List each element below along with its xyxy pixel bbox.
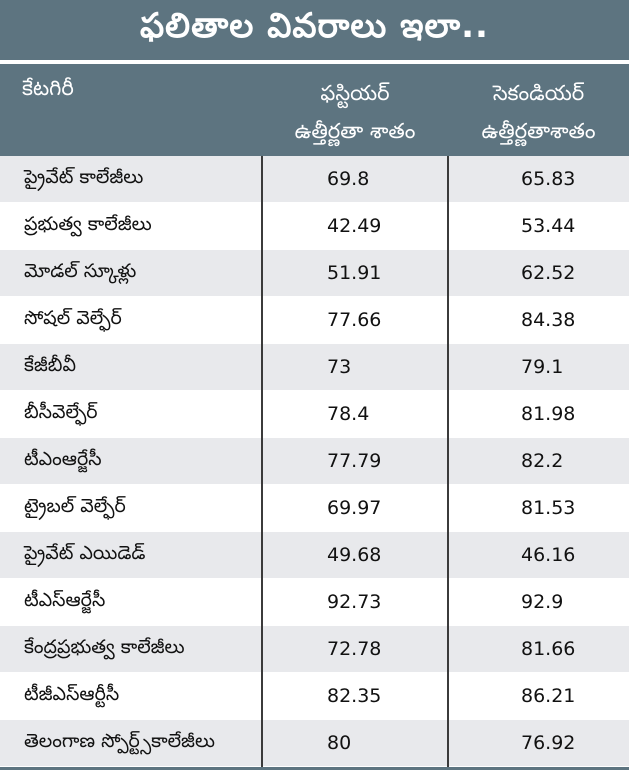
- header-first-year-line2: ఉత్తీర్ణతా శాతం: [294, 119, 416, 143]
- second-year-cell: 79.1: [448, 343, 629, 391]
- category-cell: తెలంగాణ స్పోర్ట్స్‌కాలేజీలు: [0, 719, 263, 767]
- first-year-cell: 77.66: [262, 296, 449, 344]
- header-category: కేటగిరీ: [22, 76, 74, 100]
- header-second-year: సెకండియర్ ఉత్తీర్ణతాశాతం: [448, 64, 629, 156]
- category-cell: బీసీవెల్ఫేర్: [0, 390, 263, 438]
- table-row: ట్రైబల్ వెల్ఫేర్ 69.97 81.53: [0, 484, 629, 532]
- category-cell: సోషల్ వెల్ఫేర్: [0, 296, 263, 344]
- second-year-cell: 86.21: [448, 672, 629, 720]
- first-year-cell: 78.4: [262, 390, 449, 438]
- category-cell: టీఎస్ఆర్జేసీ: [0, 578, 263, 626]
- table-row: ప్రైవేట్ ఎయిడెడ్ 49.68 46.16: [0, 531, 629, 579]
- category-cell: ప్రైవేట్ ఎయిడెడ్: [0, 531, 263, 579]
- category-cell: ప్రైవేట్ కాలేజీలు: [0, 156, 263, 203]
- first-year-cell: 72.78: [262, 625, 449, 673]
- table-row: టీఎంఆర్జేసీ 77.79 82.2: [0, 437, 629, 485]
- second-year-cell: 76.92: [448, 719, 629, 767]
- second-year-cell: 81.98: [448, 390, 629, 438]
- second-year-cell: 62.52: [448, 249, 629, 297]
- category-cell: టీజీఎస్ఆర్టీసీ: [0, 672, 263, 720]
- second-year-cell: 81.53: [448, 484, 629, 532]
- first-year-cell: 69.8: [262, 156, 449, 203]
- category-cell: కేంద్రప్రభుత్వ కాలేజీలు: [0, 625, 263, 673]
- first-year-cell: 80: [262, 719, 449, 767]
- first-year-cell: 69.97: [262, 484, 449, 532]
- second-year-cell: 84.38: [448, 296, 629, 344]
- second-year-cell: 92.9: [448, 578, 629, 626]
- table-row: ప్రభుత్వ కాలేజీలు 42.49 53.44: [0, 202, 629, 250]
- category-cell: కేజీబీవీ: [0, 343, 263, 391]
- second-year-cell: 46.16: [448, 531, 629, 579]
- second-year-cell: 82.2: [448, 437, 629, 485]
- second-year-cell: 65.83: [448, 156, 629, 203]
- header-first-year: ఫస్టియర్ ఉత్తీర్ణతా శాతం: [262, 64, 448, 156]
- header-first-year-line1: ఫస్టియర్: [320, 81, 390, 105]
- first-year-cell: 77.79: [262, 437, 449, 485]
- table-row: కేజీబీవీ 73 79.1: [0, 343, 629, 391]
- table-row: టీఎస్ఆర్జేసీ 92.73 92.9: [0, 578, 629, 626]
- second-year-cell: 81.66: [448, 625, 629, 673]
- table-row: ప్రైవేట్ కాలేజీలు 69.8 65.83: [0, 156, 629, 203]
- second-year-cell: 53.44: [448, 202, 629, 250]
- table-row: తెలంగాణ స్పోర్ట్స్‌కాలేజీలు 80 76.92: [0, 719, 629, 767]
- first-year-cell: 42.49: [262, 202, 449, 250]
- first-year-cell: 92.73: [262, 578, 449, 626]
- table-row: కేంద్రప్రభుత్వ కాలేజీలు 72.78 81.66: [0, 625, 629, 673]
- table-row: టీజీఎస్ఆర్టీసీ 82.35 86.21: [0, 672, 629, 720]
- table-header: కేటగిరీ ఫస్టియర్ ఉత్తీర్ణతా శాతం సెకండియ…: [0, 64, 629, 156]
- category-cell: ట్రైబల్ వెల్ఫేర్: [0, 484, 263, 532]
- bottom-rule: [0, 767, 629, 770]
- table-row: సోషల్ వెల్ఫేర్ 77.66 84.38: [0, 296, 629, 344]
- first-year-cell: 82.35: [262, 672, 449, 720]
- table-row: బీసీవెల్ఫేర్ 78.4 81.98: [0, 390, 629, 438]
- header-second-year-line2: ఉత్తీర్ణతాశాతం: [481, 119, 596, 143]
- category-cell: ప్రభుత్వ కాలేజీలు: [0, 202, 263, 250]
- category-cell: మోడల్ స్కూళ్లు: [0, 249, 263, 297]
- first-year-cell: 51.91: [262, 249, 449, 297]
- table-row: మోడల్ స్కూళ్లు 51.91 62.52: [0, 249, 629, 297]
- first-year-cell: 49.68: [262, 531, 449, 579]
- category-cell: టీఎంఆర్జేసీ: [0, 437, 263, 485]
- table-title: ఫలితాల వివరాలు ఇలా..: [0, 0, 629, 64]
- first-year-cell: 73: [262, 343, 449, 391]
- results-table: ప్రైవేట్ కాలేజీలు 69.8 65.83 ప్రభుత్వ కాలే…: [0, 156, 629, 767]
- header-second-year-line1: సెకండియర్: [492, 81, 585, 105]
